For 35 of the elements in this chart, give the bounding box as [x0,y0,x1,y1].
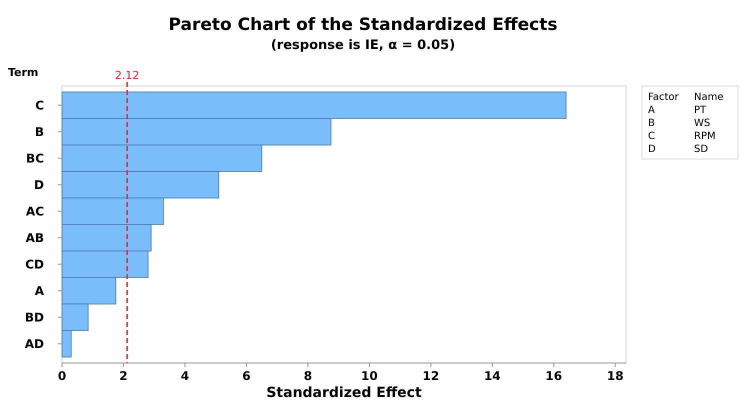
text: WS [694,118,710,129]
y-tick-label: B [34,124,44,139]
text: A [648,105,655,116]
x-tick-label: 4 [180,369,190,383]
x-tick-label: 0 [58,369,66,383]
text: PT [694,105,708,116]
text: SD [694,144,708,155]
y-tick-label: AD [24,336,44,351]
y-tick-label: C [35,98,44,112]
text: Factor [648,92,680,103]
x-tick-label: 10 [361,369,378,383]
text: RPM [694,131,716,142]
y-tick-label: CD [25,257,44,272]
y-tick-label: AB [26,230,44,245]
text: C [648,131,655,142]
y-tick-label: D [34,178,44,192]
ref-line-label: 2.12 [114,69,140,82]
y-tick-label: A [34,284,45,298]
x-tick-label: 14 [484,369,501,383]
chart-title: Pareto Chart of the Standardized Effects [168,15,558,35]
text: Name [694,92,724,103]
x-axis-title: Standardized Effect [266,385,422,401]
text: D [648,144,656,155]
x-tick-label: 12 [422,369,440,383]
x-tick-label: 18 [606,369,624,383]
y-tick-label: BD [24,310,44,324]
x-tick-label: 16 [545,369,562,383]
chart-subtitle: (response is IE, α = 0.05) [270,38,456,53]
x-tick-label: 6 [242,369,251,383]
y-tick-label: AC [26,204,44,218]
text: B [648,118,655,129]
x-tick-label: 2 [119,369,128,383]
x-tick-label: 8 [304,369,312,383]
y-tick-label: BC [26,151,44,166]
y-axis-title: Term [8,66,38,79]
